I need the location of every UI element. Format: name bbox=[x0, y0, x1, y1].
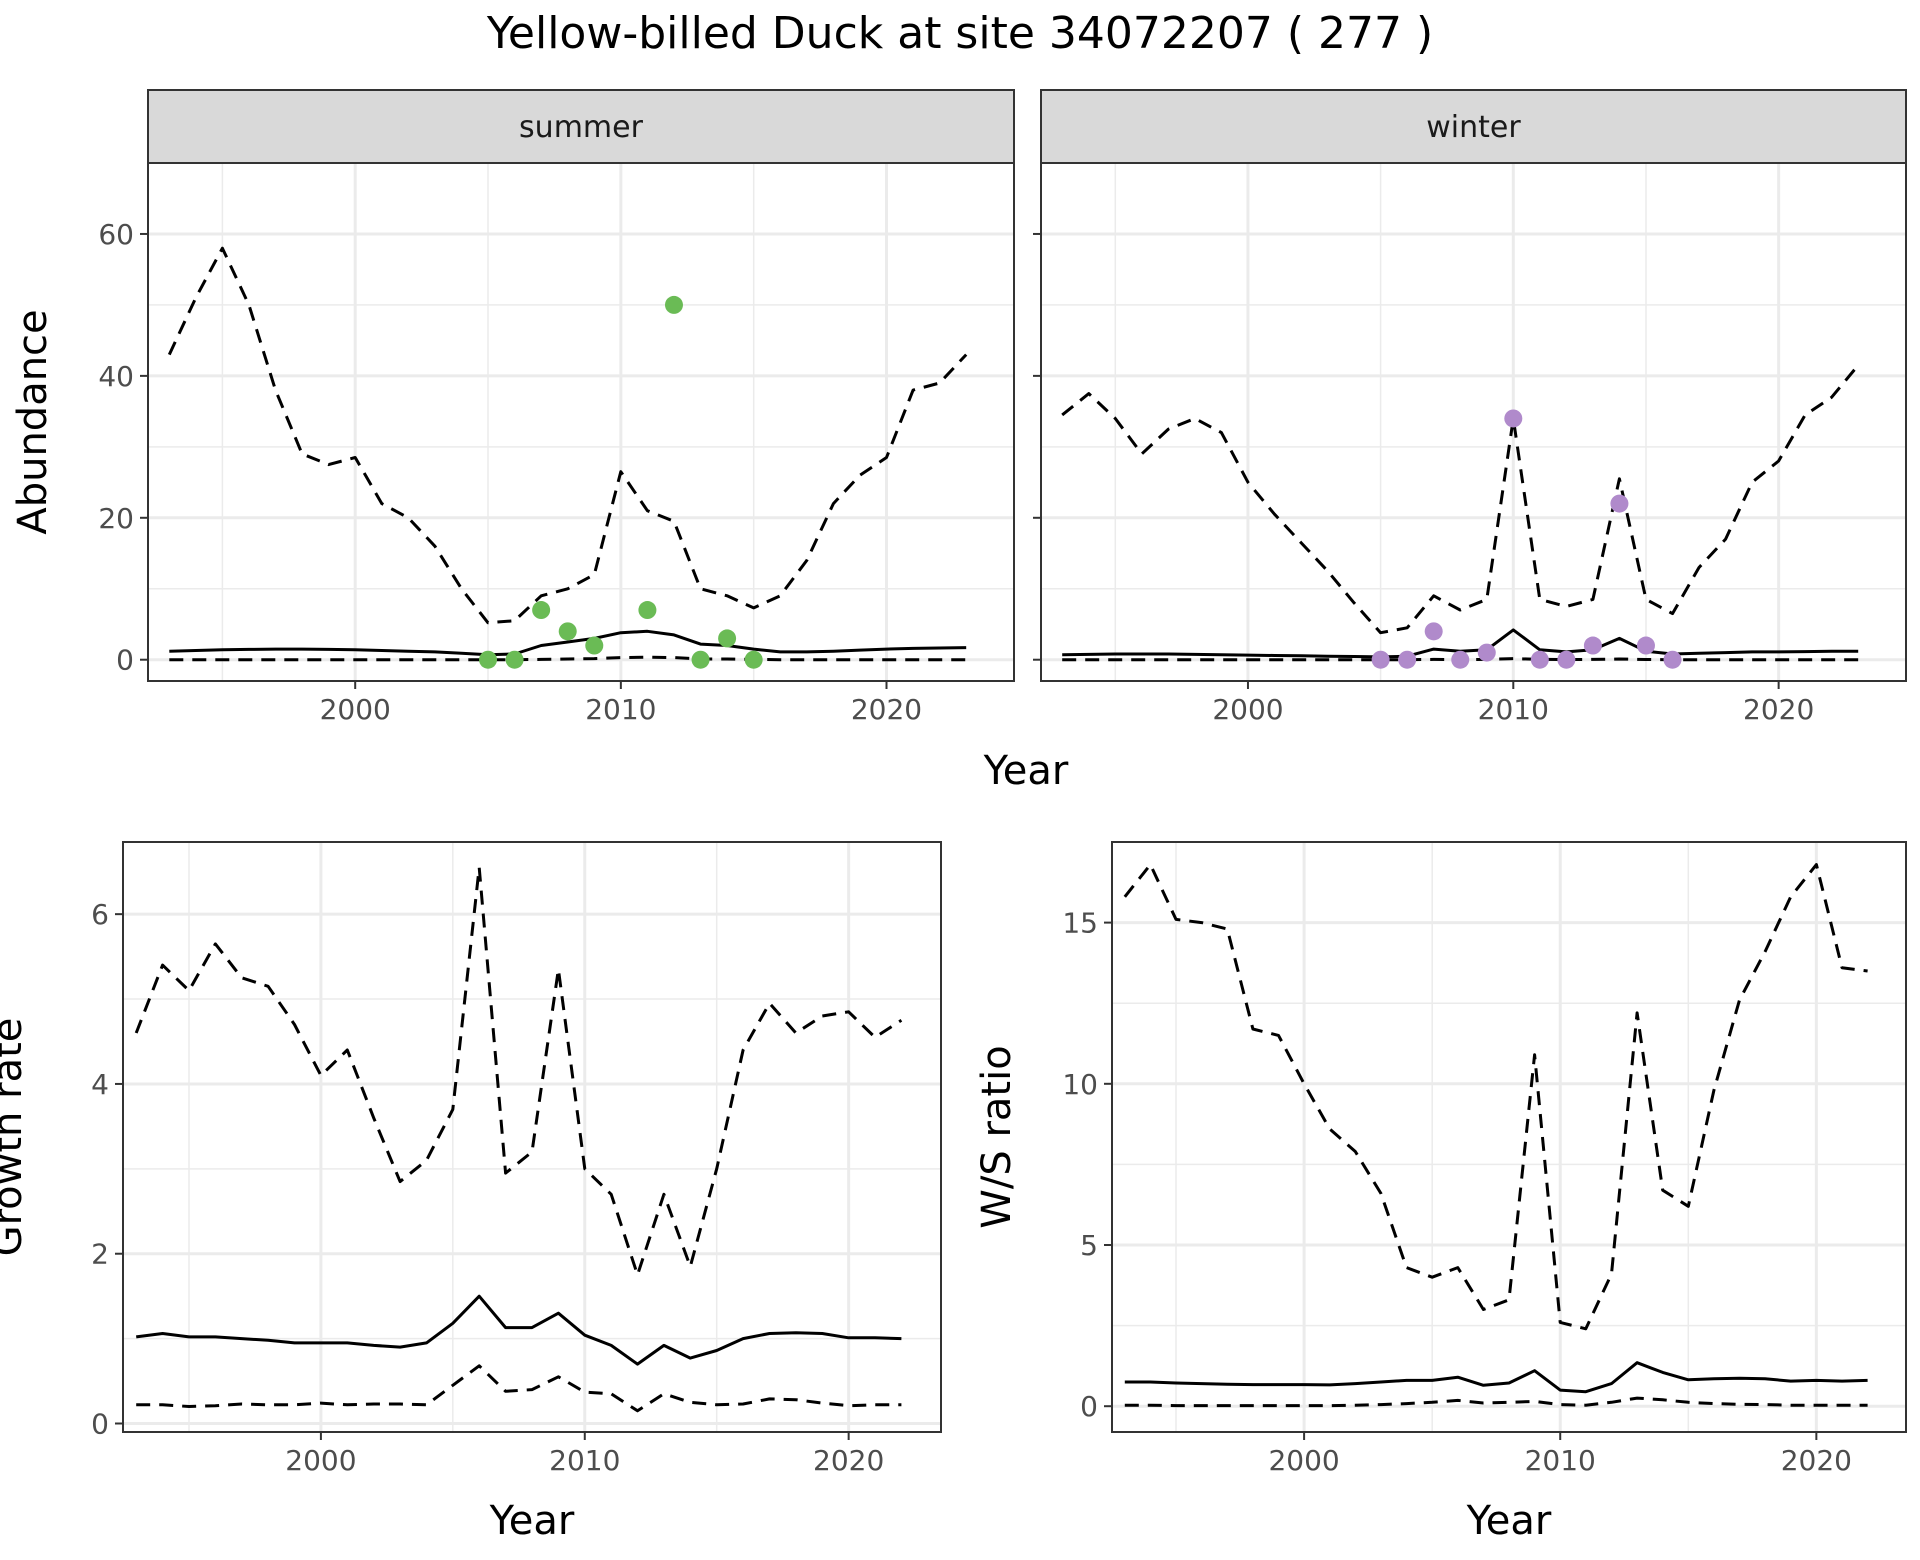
y-tick-label: 15 bbox=[1062, 907, 1098, 940]
plot-marks bbox=[1061, 364, 1860, 669]
dashed-series-line bbox=[1124, 1396, 1868, 1408]
dashed-series-line bbox=[1123, 863, 1868, 1331]
x-tick-label: 2010 bbox=[1525, 1444, 1596, 1477]
abundance-summer-panel: summer 2000 2010 2020 0 20 40 60 Abundance bbox=[10, 89, 1015, 726]
solid-series-line bbox=[136, 1294, 902, 1366]
ws-ratio-panel: 2000 2010 2020 0 5 10 15 W/S ratio Year bbox=[974, 841, 1907, 1544]
panel-border bbox=[1111, 841, 1907, 1433]
chart-title: Yellow-billed Duck at site 34072207 ( 27… bbox=[486, 8, 1433, 59]
winter-observed-point bbox=[1663, 650, 1682, 669]
summer-observed-point bbox=[664, 295, 683, 314]
winter-observed-point bbox=[1477, 643, 1496, 662]
panel-border bbox=[147, 162, 1015, 682]
gridlines bbox=[123, 842, 941, 1432]
y-tick-label: 0 bbox=[116, 644, 134, 677]
y-tick-label: 4 bbox=[91, 1068, 109, 1101]
x-axis-title: Year bbox=[489, 1498, 575, 1544]
axes: 2000 2010 2020 0 5 10 15 bbox=[1062, 907, 1852, 1477]
plot-marks bbox=[134, 866, 903, 1413]
y-tick-label: 40 bbox=[98, 360, 134, 393]
x-axis-title: Year bbox=[1466, 1498, 1552, 1544]
y-axis-title: W/S ratio bbox=[974, 1045, 1020, 1228]
winter-observed-point bbox=[1504, 409, 1523, 428]
x-tick-label: 2010 bbox=[1478, 693, 1549, 726]
y-tick-label: 60 bbox=[98, 218, 134, 251]
dashed-series-line bbox=[1061, 364, 1860, 635]
panel-border bbox=[1040, 162, 1907, 682]
x-tick-label: 2020 bbox=[813, 1444, 884, 1477]
x-tick-label: 2000 bbox=[320, 693, 391, 726]
y-axis-title: Abundance bbox=[10, 309, 56, 534]
winter-observed-point bbox=[1610, 494, 1629, 513]
axes: 2000 2010 2020 0 20 40 60 bbox=[98, 218, 922, 726]
winter-observed-point bbox=[1371, 650, 1390, 669]
gridlines bbox=[148, 162, 1014, 681]
summer-observed-point bbox=[691, 650, 710, 669]
summer-observed-point bbox=[558, 622, 577, 641]
x-tick-label: 2000 bbox=[285, 1444, 356, 1477]
plot-marks bbox=[167, 246, 968, 669]
y-tick-label: 20 bbox=[98, 502, 134, 535]
dashed-series-line bbox=[169, 655, 967, 662]
summer-observed-point bbox=[638, 601, 657, 620]
strip-summer bbox=[147, 89, 1015, 164]
solid-series-line bbox=[169, 629, 967, 657]
x-tick-label: 2010 bbox=[585, 693, 656, 726]
gridlines bbox=[1112, 841, 1906, 1432]
summer-observed-point bbox=[505, 650, 524, 669]
abundance-x-axis-title: Year bbox=[983, 748, 1069, 794]
winter-observed-point bbox=[1530, 650, 1549, 669]
y-tick-label: 6 bbox=[91, 898, 109, 931]
solid-series-line bbox=[1124, 1361, 1868, 1394]
summer-observed-point bbox=[532, 601, 551, 620]
plot-marks bbox=[1123, 863, 1868, 1408]
x-tick-label: 2020 bbox=[1781, 1444, 1852, 1477]
x-tick-label: 2010 bbox=[549, 1444, 620, 1477]
x-tick-label: 2000 bbox=[1268, 1444, 1339, 1477]
y-axis-title: Growth rate bbox=[0, 1018, 31, 1257]
winter-observed-point bbox=[1636, 636, 1655, 655]
dashed-series-line bbox=[134, 866, 903, 1277]
panel-border bbox=[122, 841, 942, 1433]
summer-observed-point bbox=[585, 636, 604, 655]
strip-winter bbox=[1040, 89, 1907, 164]
x-tick-label: 2000 bbox=[1212, 693, 1283, 726]
winter-observed-point bbox=[1557, 650, 1576, 669]
y-tick-label: 0 bbox=[1080, 1390, 1098, 1423]
strip-winter-label: winter bbox=[1426, 110, 1521, 145]
x-tick-label: 2020 bbox=[851, 693, 922, 726]
summer-observed-point bbox=[718, 629, 737, 648]
summer-observed-point bbox=[479, 650, 498, 669]
winter-observed-point bbox=[1583, 636, 1602, 655]
x-tick-label: 2020 bbox=[1743, 693, 1814, 726]
abundance-winter-panel: winter 2000 2010 2020 bbox=[1033, 89, 1907, 726]
winter-observed-point bbox=[1424, 622, 1443, 641]
dashed-series-line bbox=[136, 1364, 902, 1413]
growth-rate-panel: 2000 2010 2020 0 2 4 6 Growth rate Year bbox=[0, 841, 942, 1544]
axes: 2000 2010 2020 0 2 4 6 bbox=[91, 898, 884, 1477]
summer-observed-point bbox=[744, 650, 763, 669]
axes: 2000 2010 2020 bbox=[1033, 232, 1814, 726]
y-tick-label: 10 bbox=[1062, 1068, 1098, 1101]
dashed-series-line bbox=[167, 246, 968, 625]
winter-observed-point bbox=[1398, 650, 1417, 669]
y-tick-label: 0 bbox=[91, 1408, 109, 1441]
y-tick-label: 2 bbox=[91, 1238, 109, 1271]
y-tick-label: 5 bbox=[1080, 1229, 1098, 1262]
strip-summer-label: summer bbox=[519, 110, 644, 145]
winter-observed-point bbox=[1451, 650, 1470, 669]
